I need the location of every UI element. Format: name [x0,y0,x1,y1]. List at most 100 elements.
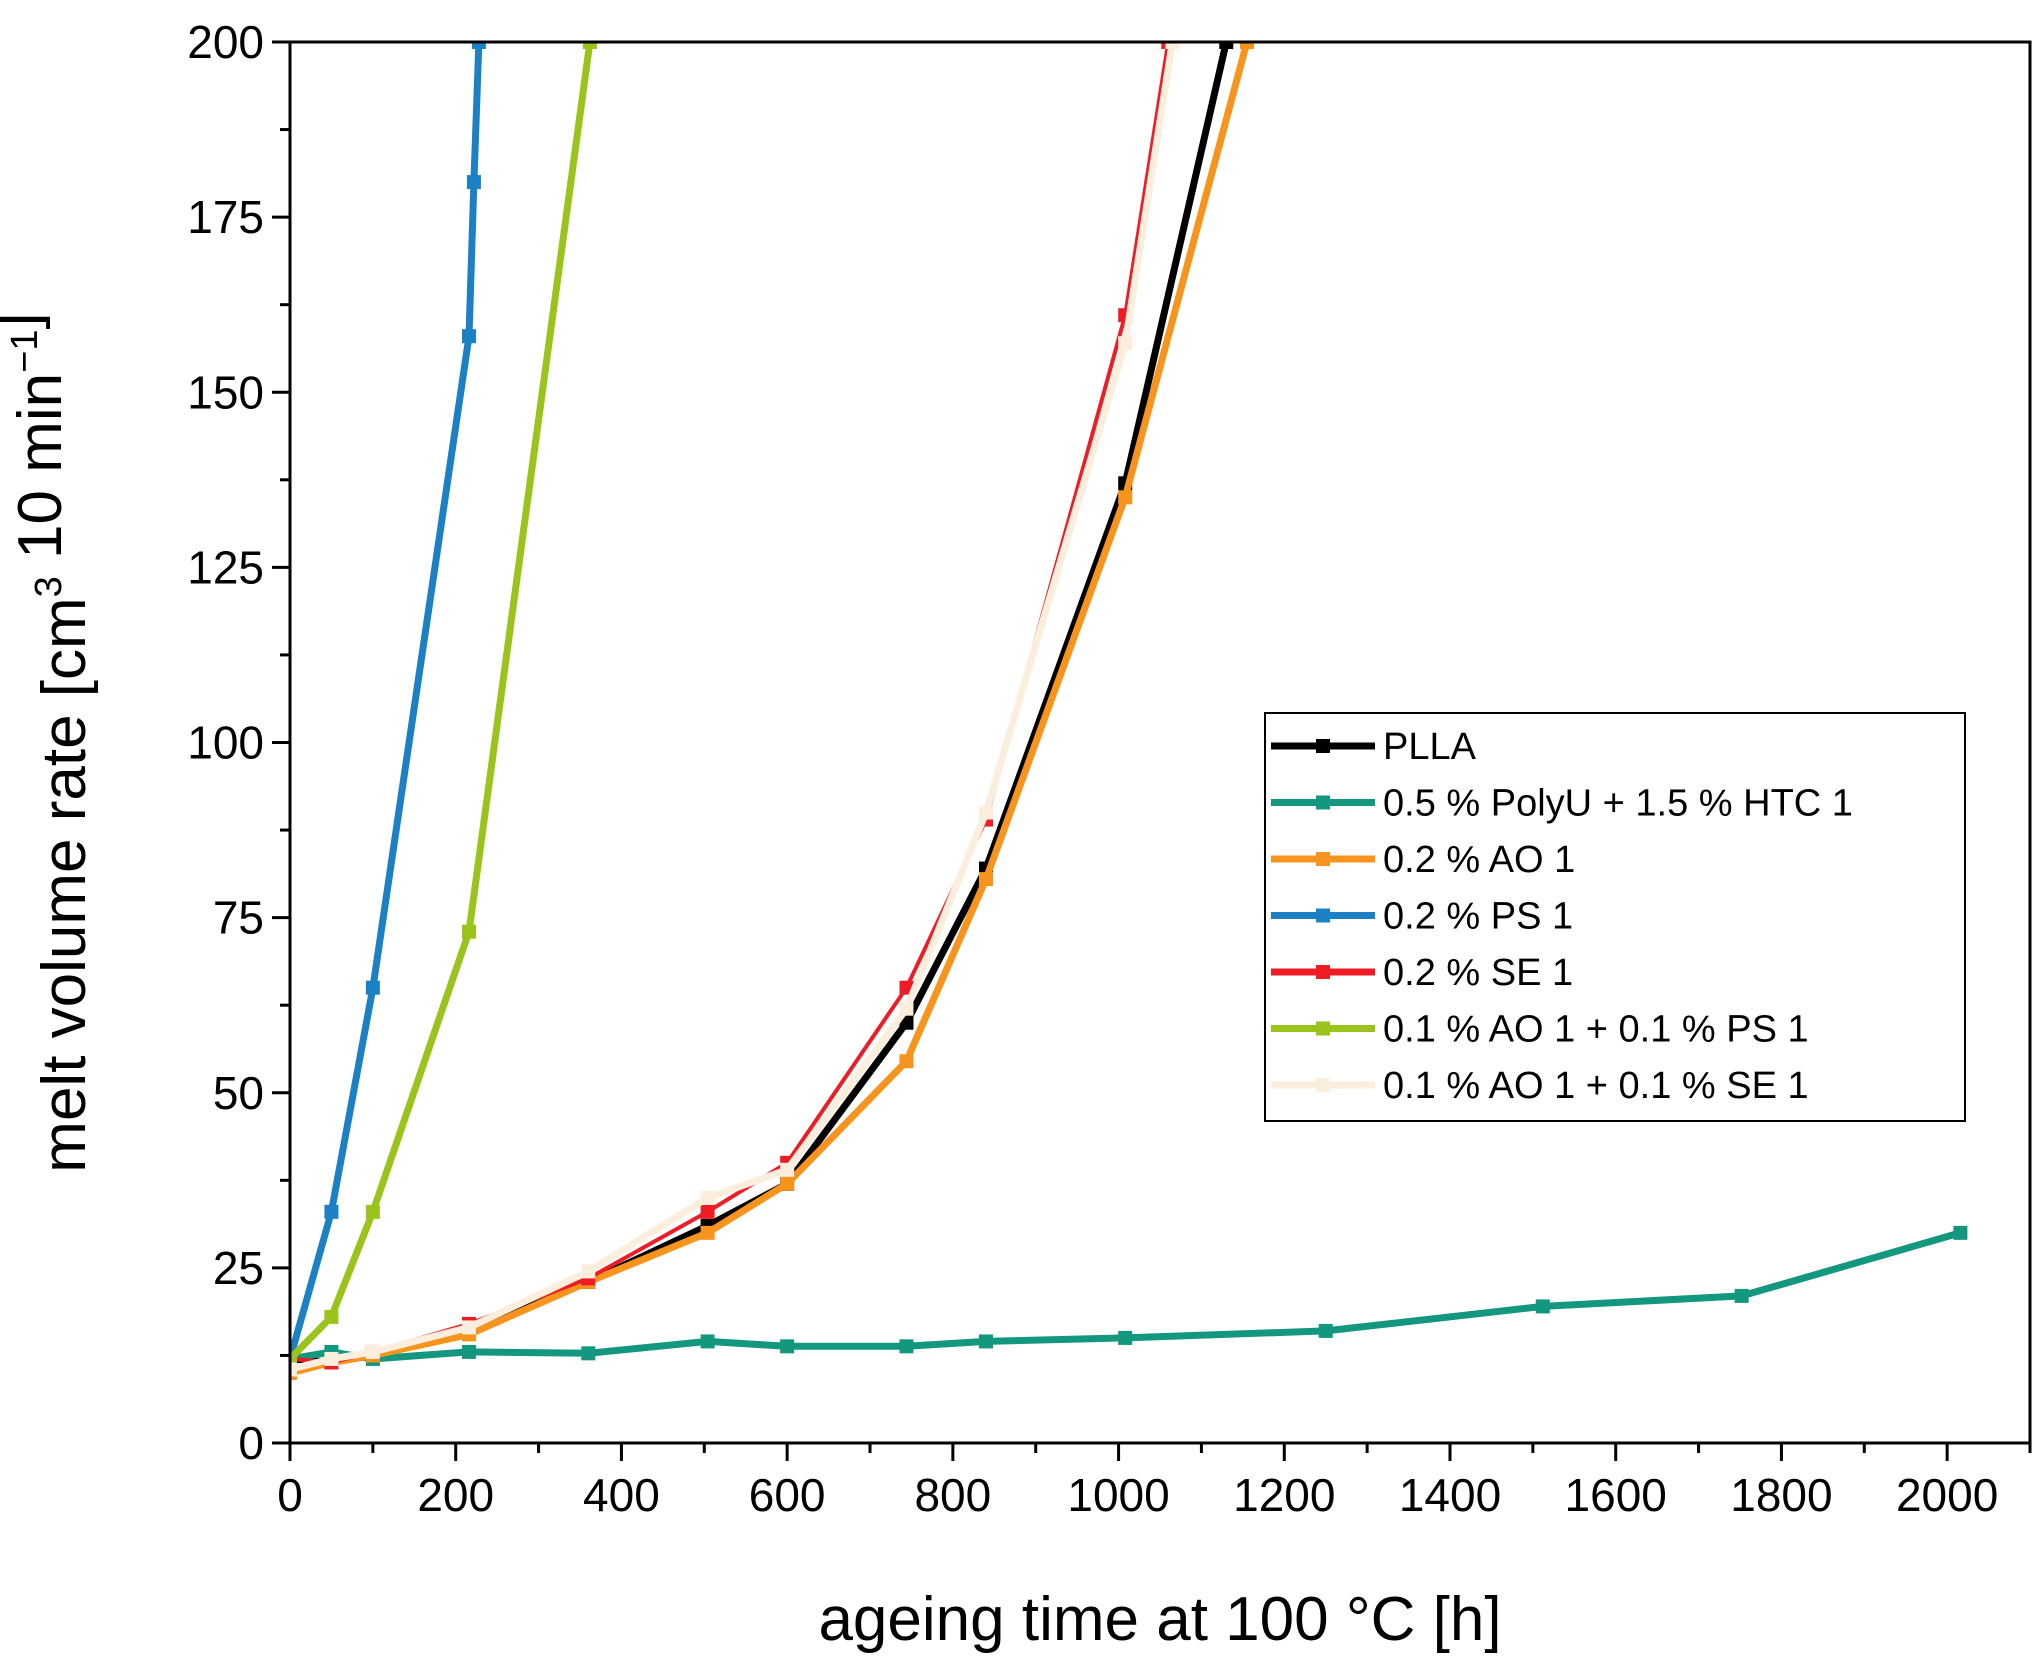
legend: PLLA 0.5 % PolyU + 1.5 % HTC 1 0.2 % AO 1 0… [1264,712,1966,1122]
data-point [365,1344,380,1359]
data-point [461,924,476,939]
legend-swatch-marker [1316,908,1330,923]
legend-item: 0.2 % SE 1 [1271,952,1573,994]
data-point [979,872,993,887]
legend-item: 0.2 % AO 1 [1271,839,1575,881]
data-point [1953,1225,1968,1240]
x-tick-label: 1600 [1565,1469,1667,1521]
data-point [979,1334,993,1349]
data-point [324,1351,339,1366]
data-point [899,1054,914,1069]
data-point [365,1204,380,1219]
legend-swatch-marker [1316,1078,1330,1092]
data-point [899,1001,914,1016]
plot-lines [290,42,1968,1380]
y-tick-label: 175 [187,191,264,243]
legend-item: 0.5 % PolyU + 1.5 % HTC 1 [1271,783,1853,825]
data-point [1118,490,1133,505]
y-axis-title-superscript: 3 [28,576,70,597]
y-tick-label: 125 [187,541,264,593]
x-tick-label: 2000 [1896,1469,1998,1521]
y-tick-label: 150 [187,366,264,418]
data-point [461,1344,476,1359]
series-3 [290,42,486,1366]
data-point [780,1162,795,1177]
legend-label: 0.2 % AO 1 [1383,839,1575,881]
legend-swatch-marker [1316,965,1330,979]
data-point [1118,336,1133,351]
legend-item: 0.1 % AO 1 + 0.1 % PS 1 [1271,1009,1809,1051]
data-point [461,329,476,344]
legend-box [1264,712,1966,1122]
data-point [471,42,486,49]
series-line [290,42,1230,1366]
data-point [1734,1288,1749,1303]
data-point [1165,42,1180,49]
data-point [700,1225,715,1240]
x-tick-label: 800 [914,1469,991,1521]
legend-label: 0.5 % PolyU + 1.5 % HTC 1 [1383,783,1853,825]
data-point [700,1334,715,1349]
data-point [1535,1299,1550,1314]
y-tick-label: 75 [213,892,264,944]
data-point [780,1176,795,1191]
y-tick-label: 50 [213,1067,264,1119]
series-line [290,1229,1964,1363]
y-tick-label: 0 [238,1417,264,1469]
x-tick-label: 200 [417,1469,494,1521]
legend-swatch-marker [1316,795,1330,810]
data-point [780,1339,795,1354]
data-point [1219,42,1234,49]
x-tick-label: 1000 [1067,1469,1169,1521]
series-line [290,42,594,1363]
x-tick-label: 0 [277,1469,303,1521]
data-point [899,1339,914,1354]
x-tick-label: 1800 [1730,1469,1832,1521]
y-tick-label: 100 [187,717,264,769]
legend-swatch-marker [1316,739,1330,753]
series-5 [290,42,597,1366]
data-point [581,1346,596,1361]
x-tick-label: 1400 [1399,1469,1501,1521]
data-point [1318,1323,1333,1338]
legend-swatch-marker [1316,1021,1330,1036]
data-point [700,1190,715,1205]
series-1 [290,1225,1968,1366]
x-axis-title: ageing time at 100 °C [h] [818,1585,1501,1654]
x-tick-label: 400 [583,1469,660,1521]
data-point [581,1264,596,1279]
series-line [290,42,483,1363]
data-point [324,1204,339,1219]
legend-swatch-marker [1316,852,1330,866]
legend-label: 0.2 % PS 1 [1383,896,1573,938]
series-line [290,42,1176,1373]
series-0 [290,42,1234,1370]
legend-label: PLLA [1383,726,1477,768]
y-axis-title-part: melt volume rate [cm [30,597,99,1172]
data-point [461,1320,476,1335]
data-point [1240,42,1254,49]
y-axis-title-part: 10 min [6,373,75,576]
legend-label: 0.2 % SE 1 [1383,952,1573,994]
y-axis-title-part: ] [0,312,51,329]
data-point [582,42,597,49]
y-tick-label: 25 [213,1242,264,1294]
y-axis-title-superscript: −1 [4,330,46,373]
series-6 [290,42,1180,1377]
data-point [979,805,993,820]
y-tick-label: 200 [187,16,264,68]
data-point [1118,1330,1133,1345]
legend-item: PLLA [1271,726,1477,768]
data-point [365,980,380,995]
data-point [324,1309,339,1324]
x-tick-label: 1200 [1233,1469,1335,1521]
legend-item: 0.1 % AO 1 + 0.1 % SE 1 [1271,1065,1809,1107]
legend-item: 0.2 % PS 1 [1271,896,1573,938]
data-point [466,175,481,190]
legend-label: 0.1 % AO 1 + 0.1 % PS 1 [1383,1009,1809,1051]
data-point [290,1362,297,1377]
axes: 0 200 400 600 800 1000 1200 1400 1600 1800 2000 0 25… [0,16,2032,1654]
data-point [290,1351,297,1366]
x-tick-label: 600 [749,1469,826,1521]
